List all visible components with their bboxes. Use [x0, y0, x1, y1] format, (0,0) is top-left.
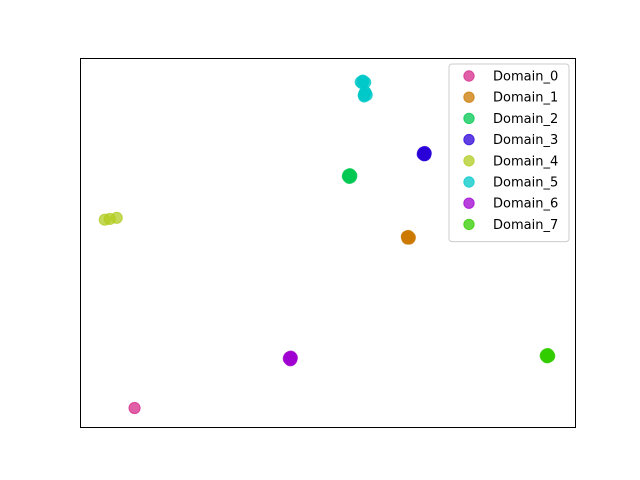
plot-frame — [80, 58, 576, 428]
series-domain-4 — [98, 211, 123, 226]
data-point — [343, 168, 356, 181]
legend-marker — [463, 133, 475, 146]
data-point — [358, 90, 371, 103]
legend-label: Domain_6 — [493, 197, 558, 212]
series-domain-3 — [416, 145, 432, 162]
series-domain-1 — [400, 229, 416, 245]
data-point — [401, 232, 414, 245]
legend-label: Domain_4 — [493, 154, 558, 169]
legend: Domain_0 Domain_1 Domain_2 Domain_3 Domain_4… — [448, 63, 570, 243]
legend-marker — [463, 91, 475, 103]
series-domain-5 — [354, 74, 373, 103]
legend-marker — [463, 155, 475, 167]
legend-frame — [448, 63, 570, 243]
legend-item: Domain_4 — [463, 154, 558, 169]
series-domain-0 — [128, 401, 141, 415]
legend-item: Domain_1 — [463, 91, 558, 106]
legend-marker — [463, 70, 475, 82]
legend-item: Domain_5 — [463, 176, 558, 191]
legend-item: Domain_6 — [463, 197, 558, 212]
legend-label: Domain_7 — [493, 218, 558, 233]
series-domain-2 — [341, 168, 358, 184]
legend-label: Domain_2 — [493, 112, 558, 127]
legend-marker — [463, 176, 475, 188]
series-domain-7 — [539, 347, 556, 364]
data-point — [543, 350, 556, 363]
data-point — [284, 354, 297, 367]
legend-marker — [463, 218, 475, 231]
legend-item: Domain_3 — [463, 133, 558, 148]
points-layer — [98, 74, 556, 415]
legend-label: Domain_1 — [493, 91, 558, 106]
data-point — [356, 74, 369, 87]
legend-label: Domain_3 — [493, 133, 558, 148]
data-point — [103, 212, 116, 226]
data-point — [128, 401, 141, 415]
legend-label: Domain_0 — [493, 70, 558, 85]
legend-item: Domain_7 — [463, 218, 558, 233]
data-point — [418, 149, 431, 162]
legend-item: Domain_2 — [463, 112, 558, 127]
series-domain-6 — [282, 350, 298, 367]
legend-marker — [463, 197, 475, 209]
legend-item: Domain_0 — [463, 70, 558, 85]
legend-marker — [463, 112, 475, 125]
legend-label: Domain_5 — [493, 176, 558, 191]
